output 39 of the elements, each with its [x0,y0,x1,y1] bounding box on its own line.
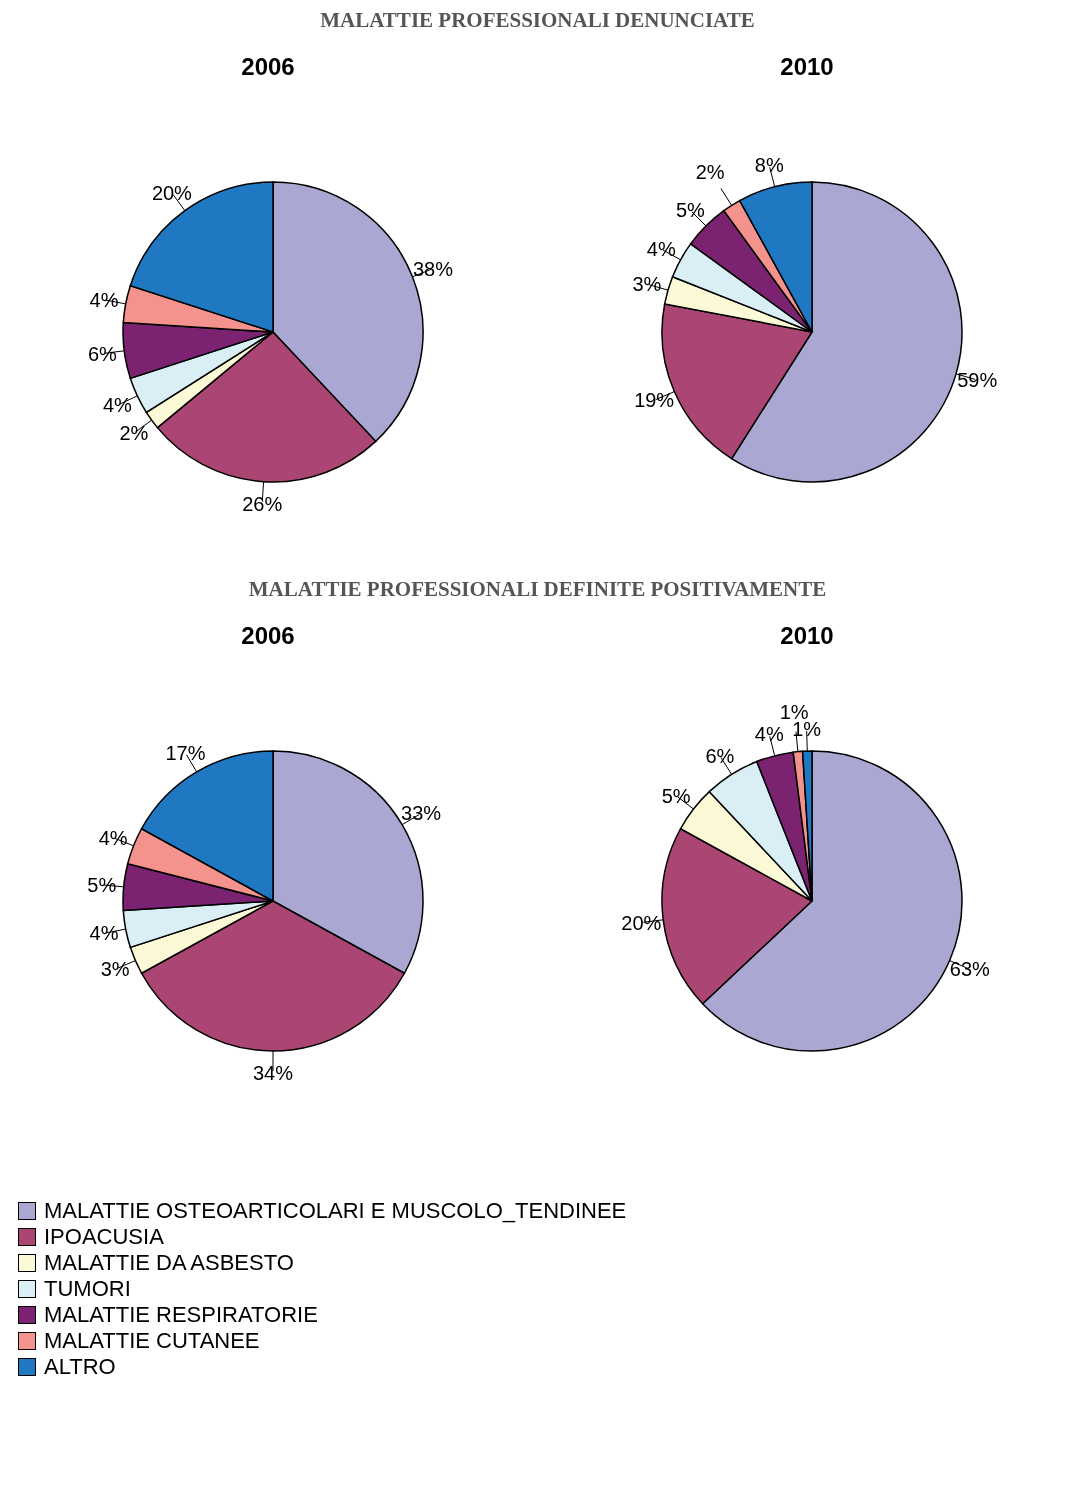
chart-subtitle: 2006 [240,53,296,82]
data-label: 26% [242,492,283,515]
data-label: 6% [87,342,118,365]
data-label: 3% [100,958,130,981]
text: MALATTIE PROFESSIONALI DEFINITE POSITIVAMENTE [247,577,828,602]
legend-label: MALATTIE DA ASBESTO [44,1250,294,1276]
chart-title: MALATTIE PROFESSIONALI DENUNCIATE [319,8,756,33]
data-label: 38% [412,257,454,280]
data-label: 5% [675,199,706,222]
data-label: 20% [621,911,662,934]
legend-label: MALATTIE OSTEOARTICOLARI E MUSCOLO_TENDINEE [44,1198,627,1224]
data-label: 2% [695,160,725,183]
chart-subtitle: 2010 [779,622,835,651]
chart-subtitle: 2006 [240,622,296,651]
data-label: 4% [98,826,128,849]
legend-label: MALATTIE RESPIRATORIE [44,1302,318,1328]
data-label: 17% [165,741,206,764]
data-label: 4% [89,922,119,945]
legend-label: TUMORI [44,1276,131,1302]
data-label: 19% [634,389,675,412]
data-label: 2% [119,422,149,445]
data-label: 4% [754,723,784,746]
data-label: 4% [89,288,119,311]
legend-label: ALTRO [44,1354,116,1380]
data-label: 34% [252,1062,294,1084]
data-label: 4% [646,238,676,261]
data-label: 63% [949,958,991,981]
data-label: 59% [957,368,998,391]
data-label: 8% [754,154,784,177]
data-label: 5% [661,784,691,807]
legend-label: IPOACUSIA [44,1224,164,1250]
data-label: 3% [632,273,662,296]
data-label: 5% [87,873,117,896]
data-label: 4% [102,394,133,417]
data-label: 6% [705,744,735,767]
data-label: 20% [151,181,193,204]
data-label: 33% [401,802,442,825]
chart-subtitle: 2010 [779,53,835,82]
legend-label: MALATTIE CUTANEE [44,1328,260,1354]
